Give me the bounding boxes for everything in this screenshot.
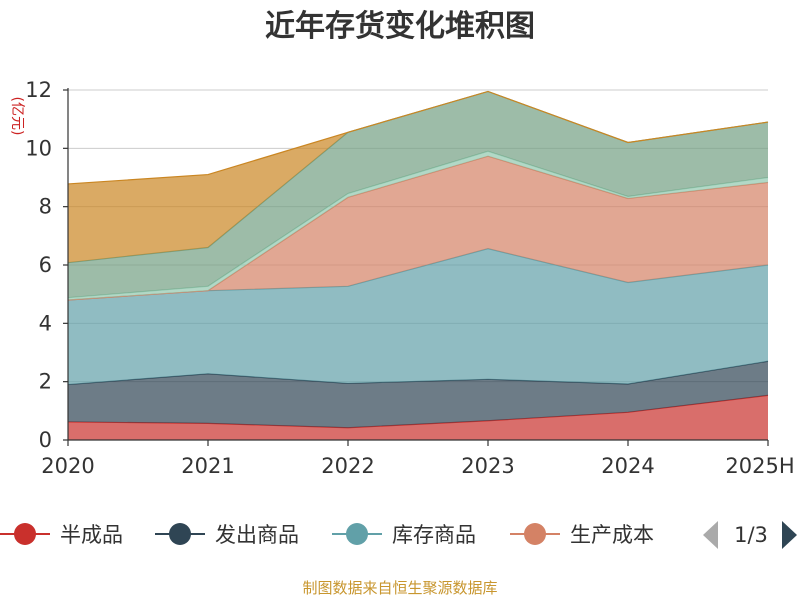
- x-tick-label: 2022: [321, 454, 374, 478]
- data-source-note: 制图数据来自恒生聚源数据库: [302, 579, 497, 597]
- y-tick-label: 6: [39, 253, 52, 277]
- legend-label: 半成品: [60, 523, 123, 547]
- legend-marker: [524, 523, 546, 545]
- legend-marker: [169, 523, 191, 545]
- area-series-1: [68, 395, 768, 440]
- axes: [63, 88, 769, 446]
- pager-prev-icon[interactable]: [703, 521, 718, 549]
- y-tick-label: 10: [25, 136, 52, 160]
- legend-page-indicator: 1/3: [734, 523, 768, 547]
- legend-item[interactable]: 库存商品: [332, 523, 476, 547]
- legend-item[interactable]: 发出商品: [155, 523, 299, 547]
- area-series-7: [68, 91, 768, 263]
- y-tick-label: 0: [39, 428, 52, 452]
- x-tick-label: 2025H: [725, 454, 794, 478]
- x-tick-label: 2024: [601, 454, 654, 478]
- legend-marker: [346, 523, 368, 545]
- legend-item[interactable]: 生产成本: [510, 523, 654, 547]
- chart-title: 近年存货变化堆积图: [265, 9, 535, 44]
- area-edge-7: [67, 90, 769, 185]
- area-series-2: [68, 361, 768, 428]
- area-series-3: [68, 248, 768, 385]
- area-series-6: [68, 91, 768, 298]
- x-tick-labels: 2020 2021 2022 2023 2024 2025H: [41, 454, 794, 478]
- y-tick-label: 2: [39, 370, 52, 394]
- y-tick-label: 8: [39, 195, 52, 219]
- y-tick-label: 12: [25, 78, 52, 102]
- area-series-4: [68, 156, 768, 300]
- x-tick-label: 2021: [181, 454, 234, 478]
- legend-label: 库存商品: [392, 523, 476, 547]
- y-tick-label: 4: [39, 311, 52, 335]
- legend-item[interactable]: 半成品: [0, 523, 123, 547]
- x-tick-label: 2020: [41, 454, 94, 478]
- y-axis-unit-label: (亿元): [9, 97, 25, 136]
- y-tick-labels: 0 2 4 6 8 10 12: [25, 78, 52, 452]
- area-series: [67, 90, 769, 440]
- legend-pager: 1/3: [703, 521, 797, 549]
- legend-marker: [14, 523, 36, 545]
- x-tick-label: 2023: [461, 454, 514, 478]
- legend-label: 发出商品: [215, 523, 299, 547]
- legend-label: 生产成本: [570, 523, 654, 547]
- legend[interactable]: 半成品 发出商品 库存商品 生产成本: [0, 523, 654, 547]
- pager-next-icon[interactable]: [782, 521, 797, 549]
